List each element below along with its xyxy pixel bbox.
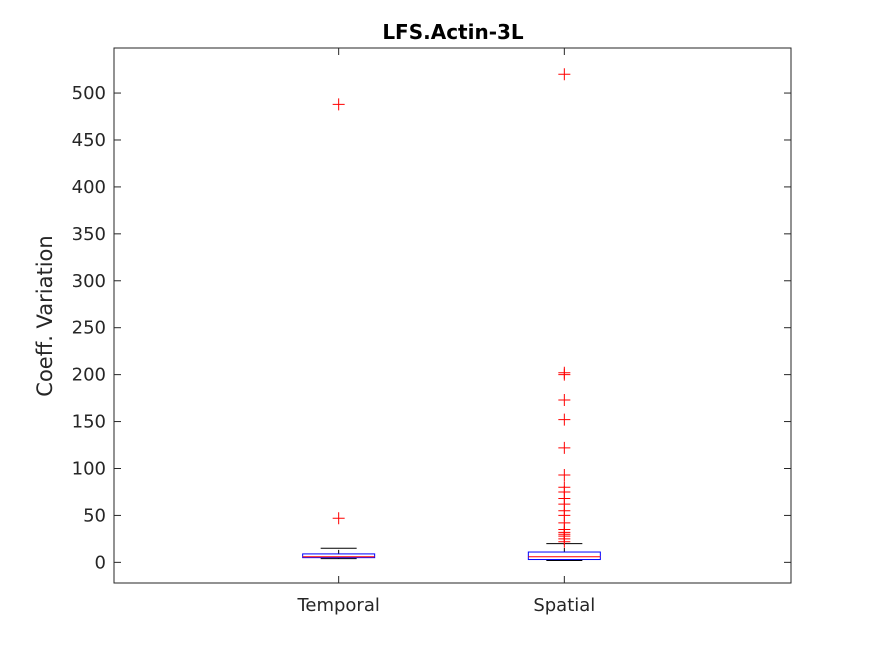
y-tick-label: 400 [72, 177, 106, 198]
y-tick-label: 100 [72, 458, 106, 479]
outlier-marker [332, 512, 345, 525]
outlier-marker [558, 441, 571, 454]
y-tick-label: 250 [72, 318, 106, 339]
y-tick-label: 300 [72, 271, 106, 292]
outlier-marker [558, 469, 571, 482]
y-tick-label: 200 [72, 365, 106, 386]
y-tick-label: 50 [83, 505, 106, 526]
y-tick-label: 150 [72, 412, 106, 433]
y-axis-label: Coeff. Variation [33, 235, 57, 396]
outlier-marker [558, 68, 571, 81]
outlier-marker [558, 366, 571, 379]
box-iqr [527, 551, 601, 561]
x-tick-label: Temporal [296, 595, 379, 616]
y-tick-label: 500 [72, 83, 106, 104]
plot-frame [113, 47, 792, 584]
outlier-marker [558, 413, 571, 426]
outlier-marker [558, 393, 571, 406]
plot-area: 0 50 100 150 200 250 300 350 400 450 500 Temporal Sp… [72, 47, 792, 616]
y-tick-label: 0 [95, 552, 106, 573]
box-iqr [302, 553, 376, 559]
chart-title: LFS.Actin-3L [382, 20, 524, 44]
x-tick-label: Spatial [533, 595, 595, 616]
outlier-marker [558, 481, 571, 494]
y-tick-label: 350 [72, 224, 106, 245]
y-tick-label: 450 [72, 130, 106, 151]
outlier-marker [332, 98, 345, 111]
